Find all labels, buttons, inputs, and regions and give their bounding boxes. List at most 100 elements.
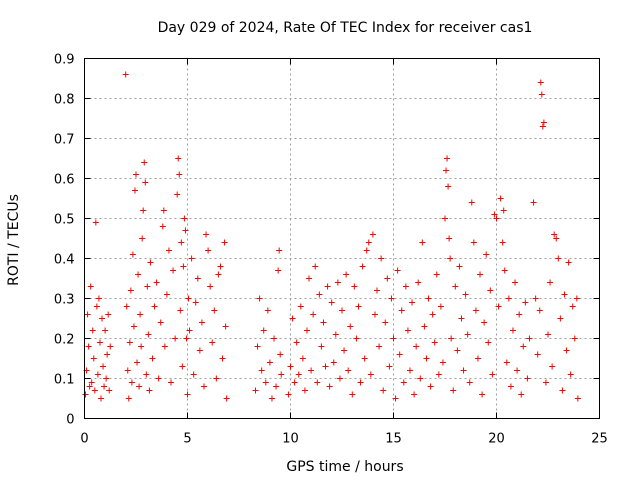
data-point: [439, 359, 446, 366]
data-point: [84, 311, 91, 318]
data-point: [200, 383, 207, 390]
data-point: [423, 355, 430, 362]
y-tick-label: 0.9: [54, 53, 75, 68]
data-point: [142, 179, 149, 186]
x-tick-label: 25: [591, 432, 608, 447]
data-point: [122, 71, 129, 78]
data-point: [266, 359, 273, 366]
data-point: [466, 379, 473, 386]
data-point: [177, 307, 184, 314]
data-point: [553, 235, 560, 242]
data-point: [128, 379, 135, 386]
data-point: [573, 295, 580, 302]
data-point: [413, 343, 420, 350]
data-point: [322, 363, 329, 370]
data-point: [481, 319, 488, 326]
data-point: [398, 307, 405, 314]
data-point: [90, 355, 97, 362]
data-point: [374, 287, 381, 294]
data-point: [452, 283, 459, 290]
data-point: [454, 347, 461, 354]
data-point: [82, 391, 89, 398]
data-point: [133, 171, 139, 178]
data-point: [349, 391, 356, 398]
data-point: [456, 263, 463, 270]
data-point: [155, 375, 162, 382]
data-point: [95, 295, 102, 302]
data-point: [489, 371, 496, 378]
data-point: [138, 343, 145, 350]
data-point: [470, 239, 477, 246]
data-point: [316, 291, 323, 298]
data-point: [507, 383, 514, 390]
data-point: [450, 387, 457, 394]
data-point: [361, 355, 368, 362]
data-point: [293, 339, 300, 346]
data-point: [343, 271, 350, 278]
data-point: [555, 255, 562, 262]
data-point: [503, 359, 510, 366]
data-point: [347, 323, 354, 330]
data-point: [264, 307, 271, 314]
data-point: [219, 355, 226, 362]
data-point: [557, 315, 564, 322]
data-point: [355, 303, 362, 310]
data-point: [318, 343, 325, 350]
data-point: [394, 267, 401, 274]
x-axis-title: GPS time / hours: [286, 459, 403, 475]
data-point: [460, 367, 467, 374]
data-point: [569, 303, 576, 310]
data-point: [163, 291, 170, 298]
data-point: [176, 171, 183, 178]
data-point: [213, 375, 220, 382]
data-point: [561, 291, 568, 298]
data-point: [518, 391, 525, 398]
data-point: [101, 383, 108, 390]
data-point: [165, 247, 172, 254]
data-point: [551, 231, 558, 238]
data-point: [185, 295, 192, 302]
data-point: [184, 391, 191, 398]
data-point: [474, 355, 481, 362]
data-point: [537, 79, 544, 86]
data-point: [168, 379, 175, 386]
data-point: [495, 303, 502, 310]
data-point: [180, 263, 187, 270]
data-point: [483, 251, 490, 258]
data-point: [172, 335, 179, 342]
data-point: [86, 383, 93, 390]
data-point: [446, 235, 453, 242]
data-point: [462, 291, 469, 298]
data-point: [258, 367, 265, 374]
data-point: [435, 371, 442, 378]
data-point: [419, 239, 426, 246]
data-point: [151, 303, 158, 310]
data-point: [190, 371, 197, 378]
x-tick-label: 0: [80, 432, 88, 447]
data-point: [524, 375, 531, 382]
data-point: [88, 379, 95, 386]
data-point: [404, 327, 411, 334]
data-point: [221, 239, 228, 246]
data-point: [277, 351, 284, 358]
y-tick-label: 0.2: [54, 333, 75, 348]
data-point: [376, 343, 383, 350]
data-point: [326, 383, 333, 390]
data-point: [571, 335, 578, 342]
data-point: [194, 275, 201, 282]
data-point: [330, 359, 337, 366]
data-point: [207, 283, 214, 290]
data-point: [140, 207, 147, 214]
data-point: [445, 183, 452, 190]
data-point: [396, 351, 403, 358]
data-point: [100, 363, 107, 370]
data-point: [512, 279, 519, 286]
chart-title: Day 029 of 2024, Rate Of TEC Index for r…: [158, 20, 533, 36]
data-point: [285, 391, 292, 398]
data-point: [143, 371, 150, 378]
data-point: [421, 323, 428, 330]
data-point: [563, 347, 570, 354]
data-point: [106, 387, 113, 394]
data-point: [196, 347, 203, 354]
data-point: [365, 239, 372, 246]
